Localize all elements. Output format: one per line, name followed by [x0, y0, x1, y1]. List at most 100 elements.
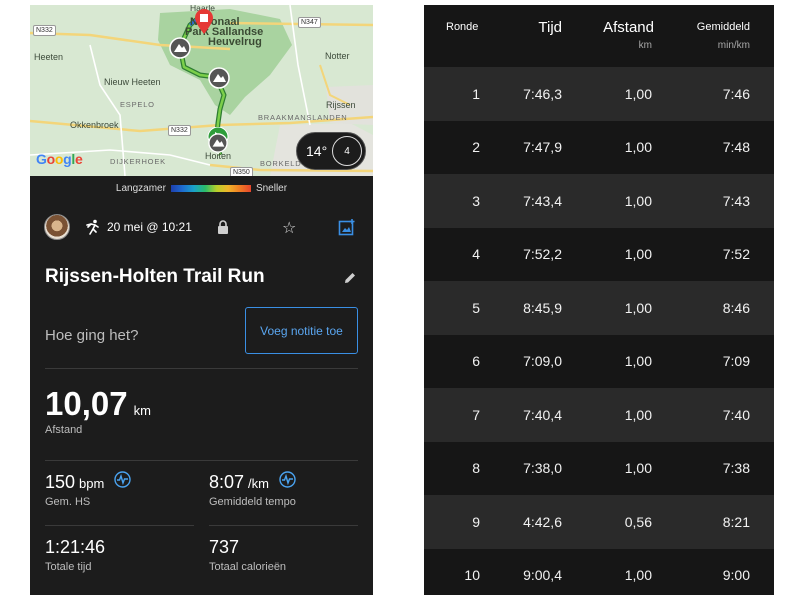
map-label-park: Park Sallandse	[185, 26, 264, 38]
distance-cell: 0,56	[624, 513, 652, 530]
lap-cell: 10	[464, 567, 480, 584]
map-label-haarle: Haarle	[190, 5, 216, 13]
header-lap: Ronde	[446, 21, 479, 33]
calories-label: Totaal calorieën	[209, 561, 287, 573]
map-label-okkenbroek: Okkenbroek	[70, 120, 119, 130]
calories-value: 737	[209, 537, 240, 557]
table-row[interactable]: 6 7:09,0 1,00 7:09	[424, 334, 774, 388]
activity-summary-panel: Haarle Nationaal Park Sallandse Heuvelru…	[30, 5, 373, 595]
distance-cell: 1,00	[624, 85, 652, 102]
average-cell: 7:43	[722, 192, 750, 209]
legend-faster: Sneller	[255, 182, 288, 194]
time-cell: 7:43,4	[523, 192, 562, 209]
pace-stat: 8:07 /km	[209, 472, 269, 493]
total-time-stat: 1:21:46	[45, 537, 105, 558]
distance-cell: 1,00	[624, 406, 652, 423]
table-row[interactable]: 1 7:46,3 1,00 7:46	[424, 67, 774, 121]
activity-meta-row: 20 mei @ 10:21 ☆	[44, 212, 364, 242]
map-label-dijkerhoek: DIJKERHOEK	[110, 157, 166, 166]
table-row[interactable]: 2 7:47,9 1,00 7:48	[424, 120, 774, 174]
google-logo: Google	[36, 151, 83, 167]
average-cell: 7:46	[722, 85, 750, 102]
add-note-button[interactable]: Voeg notitie toe	[245, 307, 358, 354]
table-row[interactable]: 4 7:52,2 1,00 7:52	[424, 227, 774, 281]
weather-badge[interactable]: 14° 4	[296, 132, 366, 170]
elevation-marker-icon[interactable]	[208, 67, 230, 89]
table-row[interactable]: 10 9:00,4 1,00 9:00	[424, 548, 774, 595]
total-time-value: 1:21:46	[45, 537, 106, 557]
route-map[interactable]: Haarle Nationaal Park Sallandse Heuvelru…	[30, 5, 373, 176]
map-label-nationaal: Nationaal	[190, 16, 240, 28]
activity-title: Rijssen-Holten Trail Run	[45, 266, 265, 287]
time-cell: 8:45,9	[523, 299, 562, 316]
map-label-holten: Holten	[205, 151, 232, 161]
elevation-marker-icon[interactable]	[208, 133, 228, 153]
pace-unit: /km	[248, 476, 269, 491]
map-label-borkeld: BORKELD	[260, 159, 302, 168]
divider	[209, 525, 358, 526]
heart-rate-value: 150	[45, 472, 76, 492]
average-cell: 7:52	[722, 246, 750, 263]
heart-rate-unit: bpm	[79, 476, 105, 491]
calories-stat: 737	[209, 537, 239, 558]
road-shield-n350: N350	[230, 167, 253, 176]
lap-cell: 7	[472, 406, 480, 423]
total-time-label: Totale tijd	[45, 561, 92, 573]
distance-unit: km	[133, 403, 151, 418]
table-row[interactable]: 7 7:40,4 1,00 7:40	[424, 388, 774, 442]
heart-rate-chart-icon[interactable]	[114, 471, 131, 488]
time-cell: 7:52,2	[523, 246, 562, 263]
pace-label: Gemiddeld tempo	[209, 496, 296, 508]
lap-cell: 5	[472, 299, 480, 316]
avatar[interactable]	[44, 214, 70, 240]
average-cell: 8:46	[722, 299, 750, 316]
lap-cell: 9	[472, 513, 480, 530]
divider	[45, 525, 194, 526]
road-shield-n332-south: N332	[168, 125, 191, 136]
average-cell: 7:48	[722, 139, 750, 156]
header-time: Tijd	[538, 19, 562, 36]
distance-cell: 1,00	[624, 353, 652, 370]
road-shield-n347: N347	[298, 17, 321, 28]
temperature: 14°	[306, 143, 328, 159]
time-cell: 9:00,4	[523, 567, 562, 584]
time-cell: 7:40,4	[523, 406, 562, 423]
lap-cell: 8	[472, 460, 480, 477]
distance-cell: 1,00	[624, 299, 652, 316]
table-row[interactable]: 5 8:45,9 1,00 8:46	[424, 281, 774, 335]
heart-rate-label: Gem. HS	[45, 496, 91, 508]
header-average: Gemiddeld	[696, 21, 750, 33]
distance-cell: 1,00	[624, 139, 652, 156]
table-row[interactable]: 9 4:42,6 0,56 8:21	[424, 495, 774, 549]
distance-label: Afstand	[45, 424, 83, 436]
elevation-marker-icon[interactable]	[169, 37, 191, 59]
finish-marker-icon[interactable]	[194, 9, 214, 35]
divider	[45, 368, 358, 369]
pace-value: 8:07	[209, 472, 245, 492]
table-row[interactable]: 3 7:43,4 1,00 7:43	[424, 174, 774, 228]
map-label-notter: Notter	[325, 51, 350, 61]
speed-gradient-bar	[170, 184, 251, 192]
legend-slower: Langzamer	[115, 182, 166, 194]
time-cell: 7:46,3	[523, 85, 562, 102]
edit-pencil-icon[interactable]	[343, 271, 357, 285]
table-row[interactable]: 8 7:38,0 1,00 7:38	[424, 441, 774, 495]
pace-chart-icon[interactable]	[279, 471, 296, 488]
note-question: Hoe ging het?	[45, 327, 139, 344]
wind-speed-dial: 4	[332, 136, 362, 166]
time-cell: 7:09,0	[523, 353, 562, 370]
running-icon	[86, 219, 99, 235]
lap-cell: 4	[472, 246, 480, 263]
star-icon[interactable]: ☆	[282, 220, 297, 237]
road-shield-n332: N332	[33, 25, 56, 36]
lock-icon[interactable]	[216, 219, 230, 235]
lap-cell: 6	[472, 353, 480, 370]
distance-cell: 1,00	[624, 246, 652, 263]
average-cell: 7:38	[722, 460, 750, 477]
average-cell: 7:40	[722, 406, 750, 423]
add-photo-icon[interactable]	[338, 218, 356, 236]
lap-cell: 3	[472, 192, 480, 209]
lap-cell: 1	[472, 85, 480, 102]
time-cell: 4:42,6	[523, 513, 562, 530]
average-cell: 8:21	[722, 513, 750, 530]
